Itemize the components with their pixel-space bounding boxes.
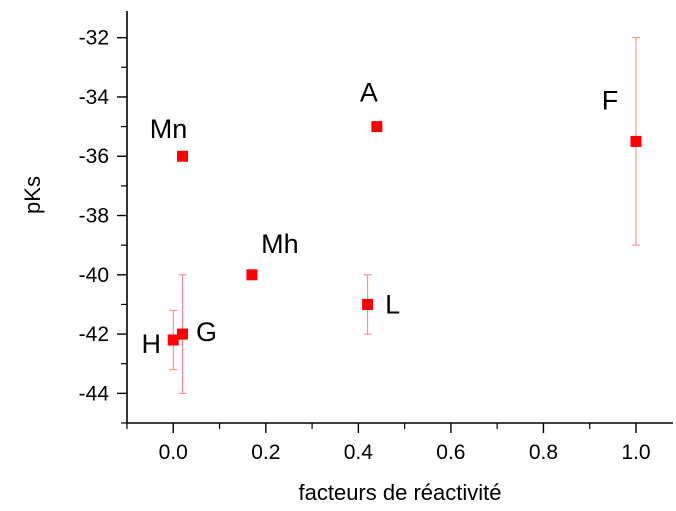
x-tick-label: 0.8 <box>529 441 558 464</box>
point-label-f: F <box>602 85 619 115</box>
data-point-g <box>177 328 189 340</box>
error-bars <box>169 37 640 394</box>
y-tick-label: -32 <box>79 27 109 50</box>
y-tick-label: -40 <box>79 264 109 287</box>
data-point-l <box>362 298 374 310</box>
x-axis-title: facteurs de réactivité <box>299 480 502 505</box>
point-label-g: G <box>196 317 217 347</box>
point-label-mn: Mn <box>150 114 188 144</box>
x-tick-label: 0.0 <box>159 441 188 464</box>
data-point-a <box>371 121 383 133</box>
y-tick-label: -34 <box>79 86 110 109</box>
point-label-mh: Mh <box>261 229 299 259</box>
data-point-f <box>630 135 642 147</box>
data-point-h <box>167 334 179 346</box>
point-label-l: L <box>385 289 400 319</box>
y-tick-label: -44 <box>79 382 110 405</box>
axes <box>126 11 673 424</box>
y-axis-title: pKs <box>20 176 45 214</box>
x-tick-label: 1.0 <box>621 441 650 464</box>
x-tick-label: 0.2 <box>251 441 280 464</box>
data-point-mn <box>177 150 189 162</box>
x-axis-ticks: 0.0 0.2 0.4 0.6 0.8 1.0 <box>126 423 651 464</box>
point-label-a: A <box>360 78 378 108</box>
data-markers <box>167 121 642 346</box>
data-point-mh <box>246 269 258 281</box>
y-axis-ticks: -44 -42 -40 -38 -36 -34 -32 <box>79 27 127 424</box>
point-label-h: H <box>142 329 162 359</box>
point-labels: Mn A F Mh L H G <box>142 78 619 359</box>
y-tick-label: -42 <box>79 323 109 346</box>
y-tick-label: -36 <box>79 145 109 168</box>
y-tick-label: -38 <box>79 205 109 228</box>
x-tick-label: 0.4 <box>344 441 374 464</box>
x-tick-label: 0.6 <box>436 441 465 464</box>
